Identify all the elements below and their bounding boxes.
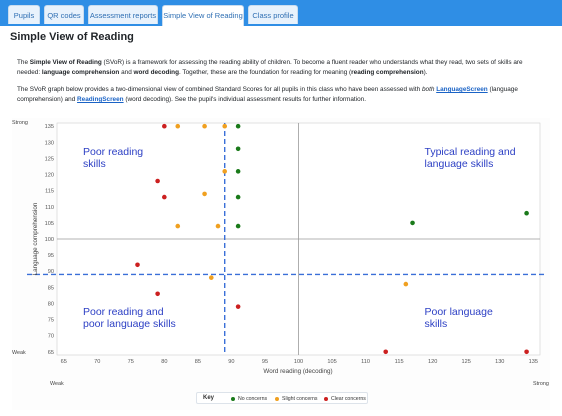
readingscreen-link[interactable]: ReadingScreen xyxy=(77,96,124,104)
data-point-no-concerns xyxy=(235,169,241,174)
y-tick-label: 105 xyxy=(45,221,54,227)
x-tick-label: 120 xyxy=(428,359,437,365)
data-point-no-concerns xyxy=(235,223,241,229)
data-point-slight-concerns xyxy=(222,169,228,174)
y-tick-label: 100 xyxy=(45,237,54,243)
data-point-no-concerns xyxy=(235,123,241,129)
page-title: Simple View of Reading xyxy=(10,31,134,43)
tab-qr-codes[interactable]: QR codes xyxy=(44,5,84,24)
intro-paragraph-2: The SVoR graph below provides a two-dime… xyxy=(17,86,518,104)
x-tick-label: 75 xyxy=(128,359,134,365)
no-concerns-dot-icon xyxy=(231,397,235,401)
data-point-clear-concerns xyxy=(162,194,167,200)
data-point-clear-concerns xyxy=(135,262,140,268)
chart-ticks: 65 70 75 80 85 90 95 100 105 110 115 120 125 130 135 65… xyxy=(45,124,538,365)
data-point-slight-concerns xyxy=(202,123,207,129)
y-tick-label: 95 xyxy=(48,253,54,259)
x-tick-label: 115 xyxy=(395,359,404,365)
quadrant-label-top-left: Poor reading xyxy=(83,146,143,158)
data-point-no-concerns xyxy=(235,194,241,200)
x-tick-label: 130 xyxy=(495,359,504,365)
data-point-slight-concerns xyxy=(208,275,214,280)
tab-bar: Pupils QR codes Assessment reports Simpl… xyxy=(0,0,562,26)
quadrant-label-bottom-right: skills xyxy=(425,318,448,330)
key-clear-concerns: Clear concerns xyxy=(331,396,366,402)
x-tick-label: 110 xyxy=(361,359,370,365)
x-axis-title: Word reading (decoding) xyxy=(263,368,332,375)
tab-class-profile[interactable]: Class profile xyxy=(248,5,298,24)
languagescreen-link[interactable]: LanguageScreen xyxy=(436,86,488,93)
intro-paragraph-1: The Simple View of Reading (SVoR) is a f… xyxy=(17,59,523,77)
quadrant-label-top-right: Typical reading and xyxy=(425,146,516,158)
x-tick-label: 85 xyxy=(195,359,201,365)
y-tick-label: 65 xyxy=(48,350,54,356)
chart-key: Key No concerns Slight concerns Clear co… xyxy=(196,392,368,404)
data-point-slight-concerns xyxy=(202,191,207,197)
data-point-slight-concerns xyxy=(403,281,409,287)
y-tick-label: 130 xyxy=(45,140,54,146)
data-point-no-concerns xyxy=(410,220,415,226)
y-axis-weak-label: Weak xyxy=(12,350,26,356)
y-tick-label: 70 xyxy=(48,334,54,340)
x-tick-label: 95 xyxy=(262,359,268,365)
y-tick-label: 110 xyxy=(45,205,54,211)
x-tick-label: 90 xyxy=(228,359,234,365)
data-point-clear-concerns xyxy=(383,349,389,355)
slight-concerns-dot-icon xyxy=(275,397,279,401)
data-point-clear-concerns xyxy=(155,178,160,184)
data-point-clear-concerns xyxy=(162,123,167,129)
x-tick-label: 100 xyxy=(294,359,303,365)
y-tick-label: 120 xyxy=(45,173,54,179)
key-title: Key xyxy=(203,395,215,401)
data-point-no-concerns xyxy=(235,146,241,152)
tab-simple-view-of-reading[interactable]: Simple View of Reading xyxy=(162,5,244,26)
quadrant-label-bottom-left: Poor reading and xyxy=(83,306,164,318)
x-axis-strong-label: Strong xyxy=(533,381,549,387)
x-tick-label: 80 xyxy=(161,359,167,365)
quadrant-label-bottom-right: Poor language xyxy=(425,306,493,318)
data-point-slight-concerns xyxy=(175,123,181,129)
quadrant-label-top-right: language skills xyxy=(425,158,494,170)
chart-points xyxy=(135,123,529,355)
tab-assessment-reports[interactable]: Assessment reports xyxy=(88,5,158,24)
chart-reference-lines xyxy=(27,123,544,355)
data-point-clear-concerns xyxy=(155,291,160,297)
y-tick-label: 75 xyxy=(48,318,54,324)
y-tick-label: 80 xyxy=(48,301,54,307)
x-axis-weak-label: Weak xyxy=(50,381,64,387)
y-tick-label: 115 xyxy=(45,189,54,195)
x-tick-label: 70 xyxy=(94,359,100,365)
x-tick-label: 125 xyxy=(462,359,471,365)
y-tick-label: 90 xyxy=(48,269,54,275)
y-tick-label: 85 xyxy=(48,285,54,291)
data-point-clear-concerns xyxy=(235,304,241,309)
quadrant-label-bottom-left: poor language skills xyxy=(83,318,176,330)
data-point-slight-concerns xyxy=(215,223,221,229)
tab-pupils[interactable]: Pupils xyxy=(8,5,40,24)
data-point-clear-concerns xyxy=(524,349,529,355)
data-point-slight-concerns xyxy=(175,223,181,229)
y-axis-strong-label: Strong xyxy=(12,120,28,126)
data-point-no-concerns xyxy=(524,210,529,216)
clear-concerns-dot-icon xyxy=(324,397,328,401)
x-tick-label: 105 xyxy=(327,359,336,365)
quadrant-label-top-left: skills xyxy=(83,158,106,170)
x-tick-label: 135 xyxy=(529,359,538,365)
y-tick-label: 125 xyxy=(45,156,54,162)
y-tick-label: 135 xyxy=(45,124,54,130)
key-no-concerns: No concerns xyxy=(238,396,268,402)
x-tick-label: 65 xyxy=(61,359,67,365)
key-slight-concerns: Slight concerns xyxy=(282,396,318,402)
y-axis-title: Language comprehension xyxy=(32,202,39,275)
data-point-slight-concerns xyxy=(222,123,228,129)
